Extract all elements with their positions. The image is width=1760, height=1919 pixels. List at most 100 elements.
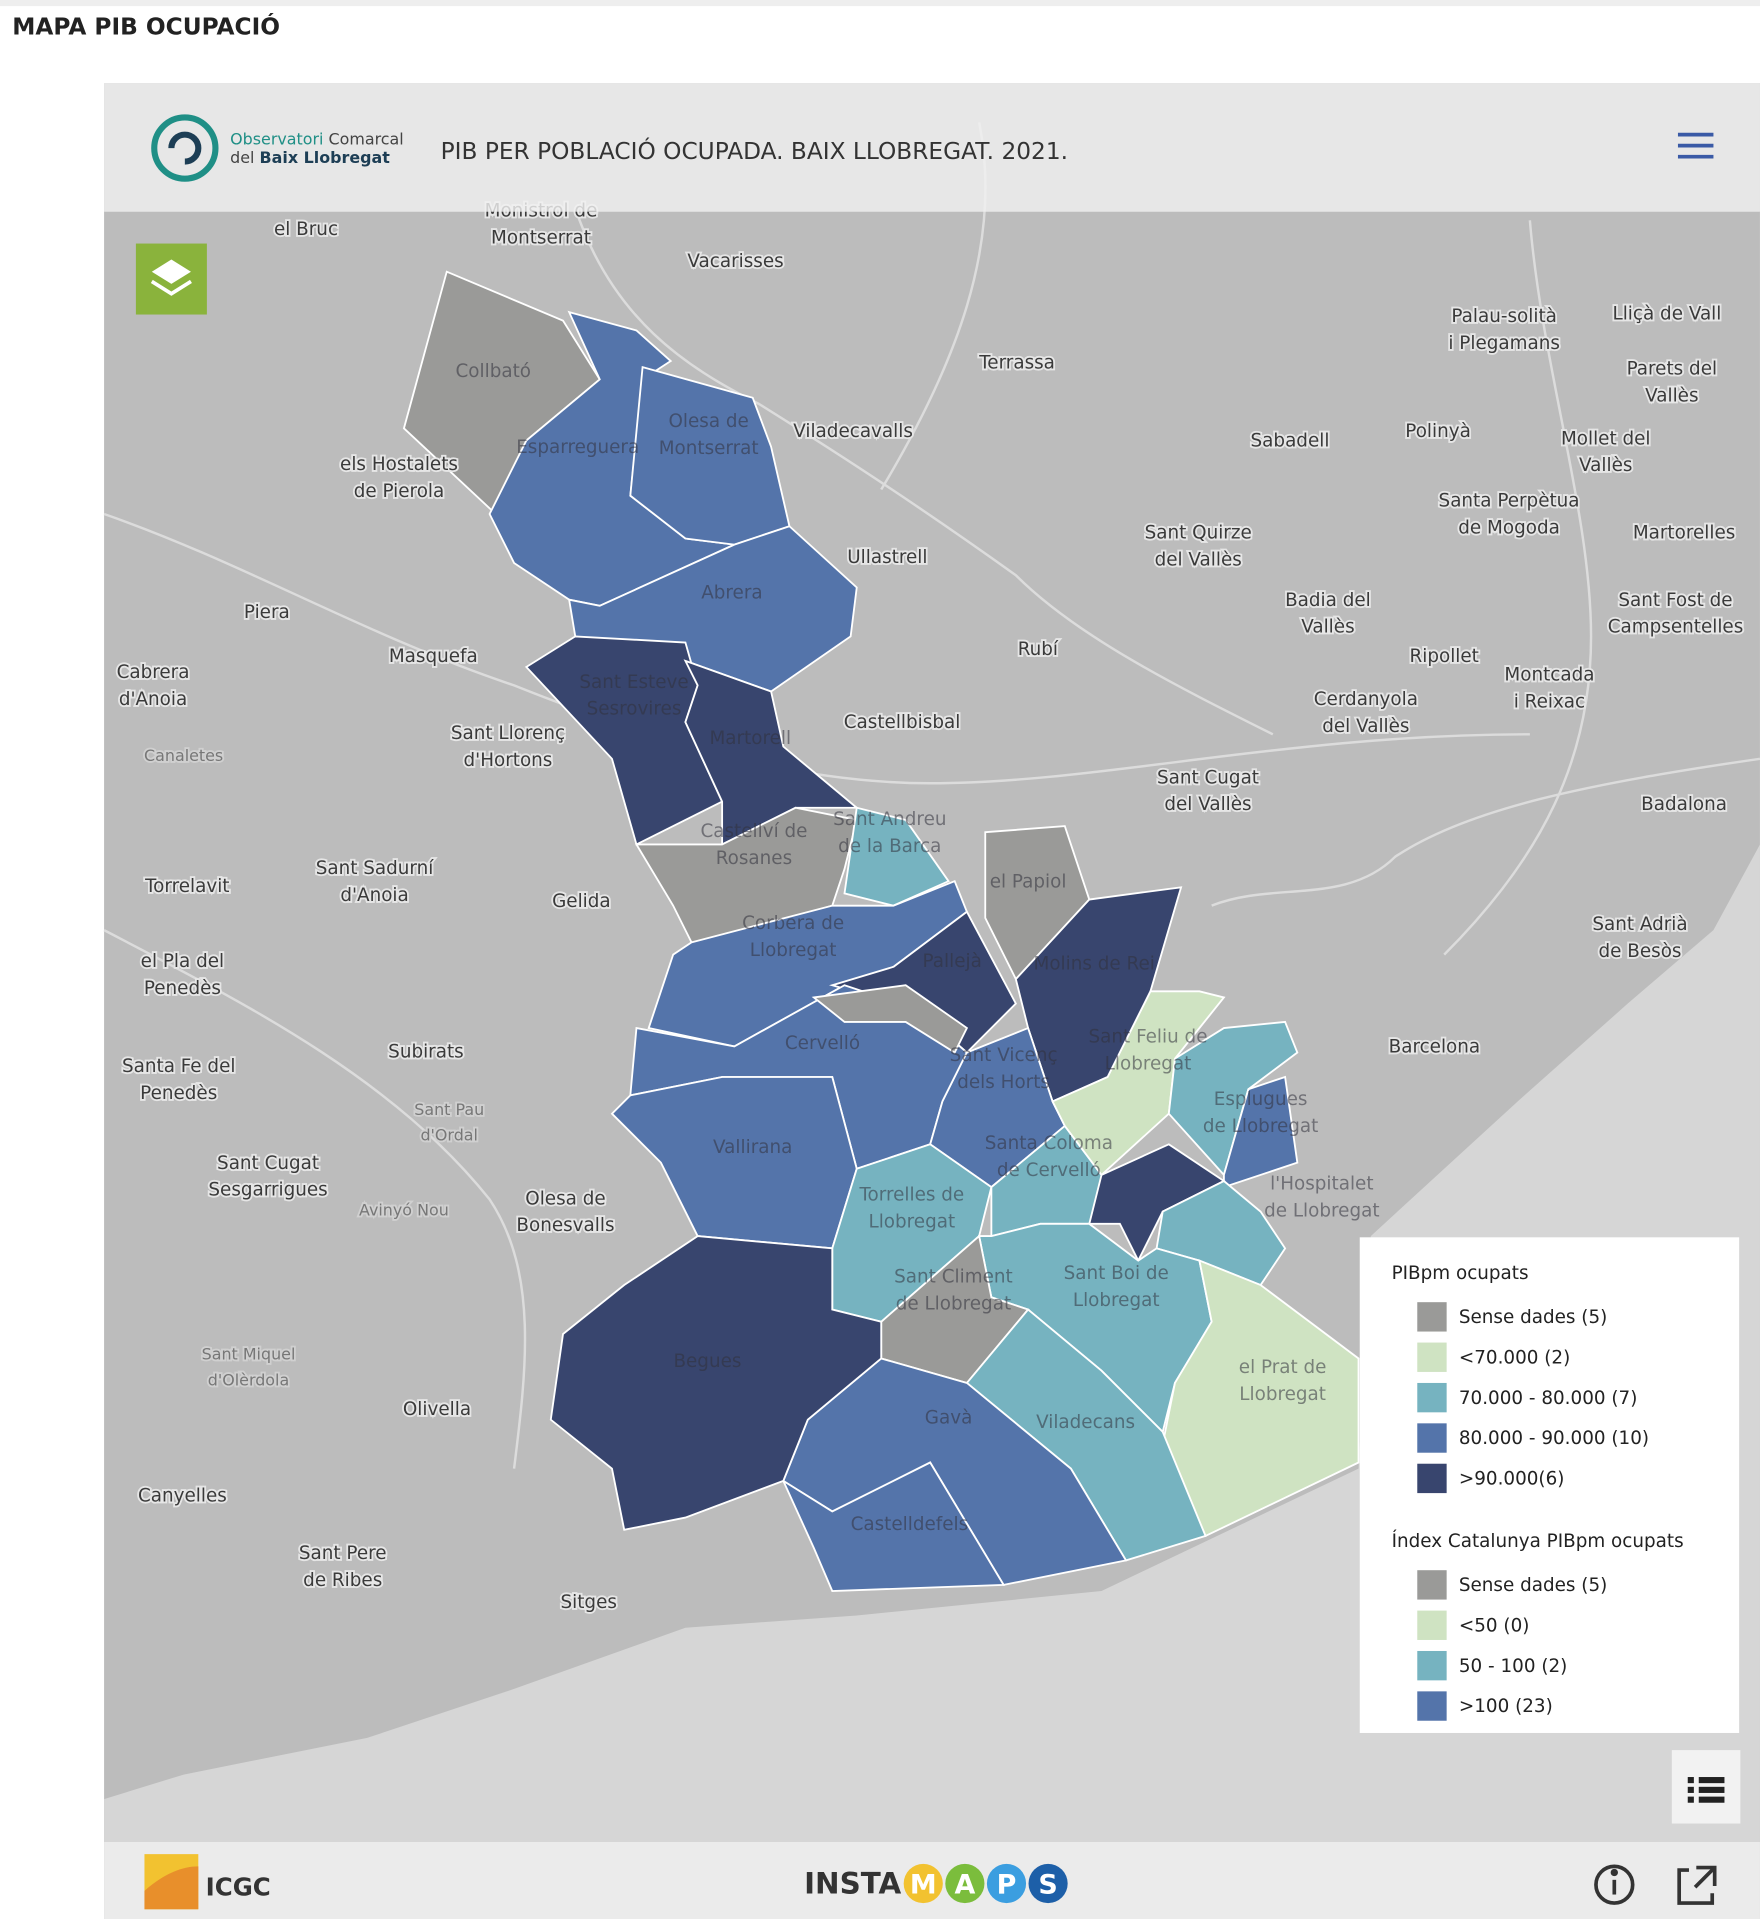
legend-swatch bbox=[1417, 1342, 1447, 1372]
label-line: Sant Pau bbox=[414, 1100, 484, 1119]
legend-swatch bbox=[1417, 1650, 1447, 1681]
label-line: Sant Miquel bbox=[202, 1345, 296, 1364]
instamaps-letter: A bbox=[954, 1869, 975, 1900]
label-line: el Bruc bbox=[274, 219, 338, 240]
logo-line1: Observatori Comarcal bbox=[230, 129, 404, 148]
label-line: de Llobregat bbox=[1264, 1201, 1379, 1222]
region-sant-andreu[interactable] bbox=[843, 806, 950, 907]
label-line: Canyelles bbox=[138, 1486, 227, 1507]
label-line: Piera bbox=[244, 602, 290, 623]
label-line: d'Olèrdola bbox=[208, 1370, 289, 1389]
place-label: Palau-solità i Plegamans bbox=[1448, 306, 1560, 354]
label-line: Sesrovires bbox=[587, 699, 682, 720]
place-label: Montcada i Reixac bbox=[1504, 664, 1594, 712]
label-line: Sant Feliu de bbox=[1089, 1027, 1208, 1048]
place-label: Canyelles bbox=[138, 1486, 227, 1507]
open-external-button[interactable] bbox=[1677, 1865, 1717, 1905]
label-line: Avinyó Nou bbox=[359, 1200, 449, 1219]
label-line: Abrera bbox=[701, 582, 762, 603]
label-line: Sitges bbox=[561, 1592, 617, 1613]
place-label: Collbató bbox=[455, 361, 531, 382]
place-label: Badalona bbox=[1641, 794, 1727, 815]
place-label: Corbera de Llobregat bbox=[742, 913, 844, 961]
label-line: Martorell bbox=[709, 728, 791, 749]
place-label: Santa Coloma de Cervelló bbox=[985, 1133, 1113, 1181]
label-line: dels Horts bbox=[957, 1072, 1050, 1093]
label-line: Sabadell bbox=[1251, 431, 1330, 452]
label-line: Pallejà bbox=[923, 951, 982, 972]
place-label: Sant Esteve Sesrovires bbox=[579, 672, 688, 720]
place-label: Martorell bbox=[709, 728, 791, 749]
place-label: Sant Pere de Ribes bbox=[299, 1543, 387, 1591]
label-line: Mollet del bbox=[1561, 428, 1651, 449]
place-label: Terrassa bbox=[978, 352, 1055, 373]
place-label: Olesa de Bonesvalls bbox=[516, 1188, 614, 1236]
place-label: Lliçà de Vall bbox=[1612, 303, 1721, 324]
region-begues[interactable] bbox=[549, 1235, 883, 1531]
instamaps-letter-bg bbox=[1028, 1863, 1068, 1904]
label-line: Vallirana bbox=[713, 1137, 792, 1158]
top-bar bbox=[0, 0, 1760, 7]
layers-button[interactable] bbox=[135, 243, 207, 315]
logo-word: Observatori bbox=[230, 129, 323, 148]
instamaps-letter: M bbox=[910, 1869, 937, 1900]
region-cornella[interactable] bbox=[1088, 1143, 1226, 1263]
place-label: Badia del Vallès bbox=[1285, 590, 1371, 638]
legend-swatch bbox=[1417, 1423, 1447, 1453]
region-sant-feliu[interactable] bbox=[1051, 990, 1226, 1177]
logo-word: Baix Llobregat bbox=[260, 148, 391, 167]
municipalities bbox=[402, 270, 1360, 1592]
list-button[interactable] bbox=[1671, 1750, 1741, 1824]
logo-swirl bbox=[168, 131, 202, 165]
label-line: Corbera de bbox=[742, 913, 844, 934]
legend-title: PIBpm ocupats bbox=[1392, 1263, 1529, 1284]
label-line: Vallès bbox=[1579, 455, 1632, 476]
icgc-text: ICGC bbox=[206, 1873, 271, 1902]
place-label: els Hostalets de Pierola bbox=[340, 454, 458, 502]
label-line: Gelida bbox=[552, 891, 611, 912]
place-label: Gelida bbox=[552, 891, 611, 912]
info-button[interactable] bbox=[1594, 1864, 1635, 1905]
label-line: Viladecavalls bbox=[793, 421, 913, 442]
label-line: Campsentelles bbox=[1608, 617, 1744, 638]
place-label: Masquefa bbox=[389, 646, 478, 667]
region-cervello-enclave[interactable] bbox=[811, 984, 969, 1054]
label-line: i Reixac bbox=[1514, 691, 1585, 712]
label-line: Castellbisbal bbox=[844, 712, 961, 733]
region-hospitalet[interactable] bbox=[1222, 1075, 1299, 1189]
place-label: Esparreguera bbox=[516, 437, 639, 458]
label-line: Badia del bbox=[1285, 590, 1371, 611]
label-line: de Ribes bbox=[303, 1570, 382, 1591]
label-line: Sant Boi de bbox=[1064, 1263, 1169, 1284]
label-line: Cervelló bbox=[785, 1033, 860, 1054]
place-label: Pallejà bbox=[923, 951, 982, 972]
place-label: Sant Boi de Llobregat bbox=[1064, 1263, 1169, 1311]
place-label: Sant Vicenç dels Horts bbox=[950, 1045, 1058, 1093]
label-line: Torrelles de bbox=[858, 1185, 964, 1206]
legend-label: 50 - 100 (2) bbox=[1459, 1656, 1567, 1677]
legend-label: >90.000(6) bbox=[1459, 1469, 1565, 1490]
place-label: Sant Miquel d'Olèrdola bbox=[202, 1345, 296, 1390]
label-line: Esparreguera bbox=[516, 437, 639, 458]
place-label: Sant Cugat del Vallès bbox=[1157, 767, 1259, 815]
place-label: Cervelló bbox=[785, 1033, 860, 1054]
place-label: Olivella bbox=[403, 1399, 471, 1420]
label-line: Olesa de bbox=[525, 1188, 605, 1209]
region-castelldefels[interactable] bbox=[781, 1461, 1006, 1592]
label-line: Vallès bbox=[1645, 385, 1698, 406]
label-line: d'Hortons bbox=[464, 750, 553, 771]
place-label: Viladecavalls bbox=[793, 421, 913, 442]
place-label: Abrera bbox=[701, 582, 762, 603]
region-castellvi[interactable] bbox=[634, 806, 858, 944]
place-label: el Pla del Penedès bbox=[141, 951, 224, 999]
legend-label: 80.000 - 90.000 (10) bbox=[1459, 1428, 1649, 1449]
label-line: Sant Llorenç bbox=[451, 723, 565, 744]
label-line: Lliçà de Vall bbox=[1612, 303, 1721, 324]
place-label: Sant Pau d'Ordal bbox=[414, 1100, 484, 1145]
menu-button[interactable] bbox=[1677, 132, 1714, 159]
label-line: Terrassa bbox=[978, 352, 1055, 373]
label-line: de Llobregat bbox=[1203, 1116, 1318, 1137]
region-esplugues[interactable] bbox=[1167, 1020, 1299, 1177]
label-line: Sant Fost de bbox=[1618, 590, 1732, 611]
